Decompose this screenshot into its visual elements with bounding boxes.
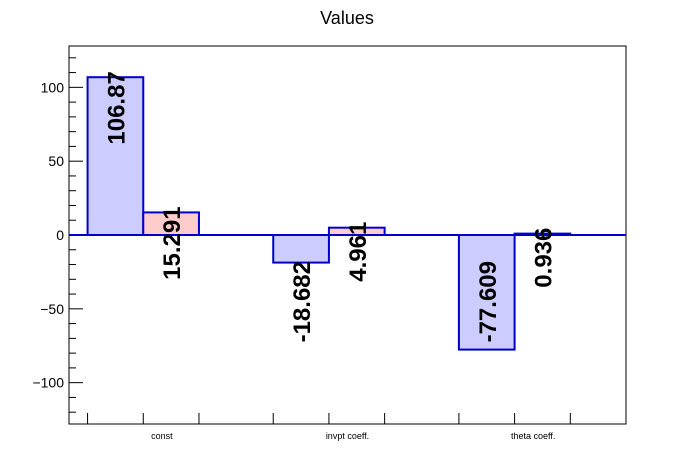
category-label: const: [151, 431, 173, 441]
data-label: 106.87: [103, 71, 130, 144]
data-label: -18.682: [289, 261, 316, 342]
chart-title: Values: [320, 8, 374, 28]
y-tick-label: −50: [40, 301, 64, 317]
bar: [86, 76, 145, 236]
y-tick-label: −100: [32, 375, 64, 391]
data-label: 15.291: [159, 206, 186, 279]
category-label: theta coeff.: [511, 431, 555, 441]
data-label: -77.609: [475, 261, 502, 342]
bar: [457, 234, 516, 351]
data-label: 4.961: [345, 222, 372, 282]
y-tick-label: 50: [48, 153, 64, 169]
data-label: 0.936: [530, 228, 557, 288]
category-label: invpt coeff.: [326, 431, 369, 441]
bar: [272, 234, 330, 264]
y-tick-label: 100: [41, 79, 65, 95]
y-tick-label: 0: [56, 227, 64, 243]
